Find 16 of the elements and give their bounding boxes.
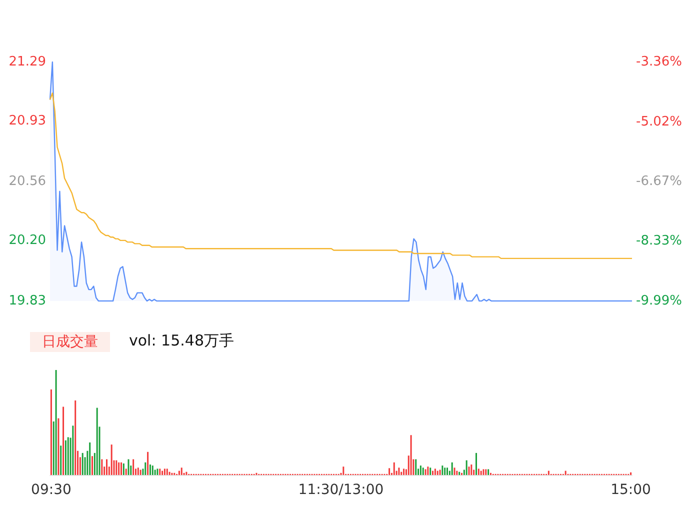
y-tick-label: 20.20 xyxy=(8,232,46,248)
y2-tick-label: -3.36% xyxy=(636,54,682,70)
y-tick-label: 20.93 xyxy=(8,113,46,128)
text: 日成交量 xyxy=(42,334,98,350)
text: vol: 15.48万手 xyxy=(129,332,234,350)
y2-tick-label: -8.33% xyxy=(636,234,682,249)
y2-tick-label: -9.99% xyxy=(636,294,682,308)
y2-tick-label: -5.02% xyxy=(636,114,682,130)
y2-tick-label: -6.67% xyxy=(636,174,682,189)
x-tick-label: 09:30 xyxy=(31,482,72,498)
y-tick-label: 19.83 xyxy=(8,294,46,308)
x-tick-label: 11:30/13:00 xyxy=(298,482,384,498)
y-tick-label: 20.56 xyxy=(8,174,46,189)
line-series xyxy=(49,92,633,260)
y-tick-label: 21.29 xyxy=(8,54,46,70)
x-tick-label: 15:00 xyxy=(610,482,651,498)
